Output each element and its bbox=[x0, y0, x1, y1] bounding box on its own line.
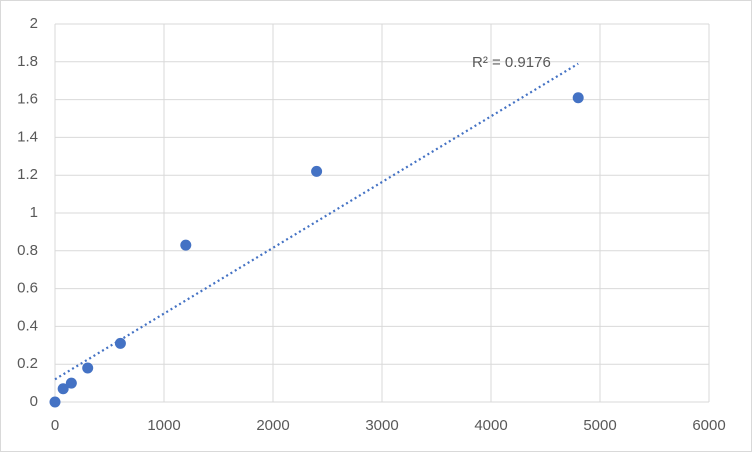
annotation: R² = 0.9176 bbox=[472, 54, 551, 71]
x-tick-label: 3000 bbox=[365, 417, 398, 434]
x-tick-label: 1000 bbox=[147, 417, 180, 434]
y-tick-label: 0 bbox=[30, 393, 38, 410]
data-point bbox=[572, 92, 584, 104]
data-point bbox=[180, 239, 192, 251]
x-tick-label: 4000 bbox=[474, 417, 507, 434]
data-point bbox=[311, 165, 323, 177]
y-tick-label: 2 bbox=[30, 15, 38, 32]
x-tick-label: 2000 bbox=[256, 417, 289, 434]
x-tick-label: 6000 bbox=[692, 417, 725, 434]
y-tick-label: 0.2 bbox=[17, 355, 38, 372]
y-tick-label: 1.2 bbox=[17, 166, 38, 183]
y-tick-label: 1.8 bbox=[17, 53, 38, 70]
data-point bbox=[82, 362, 94, 374]
data-point bbox=[114, 337, 126, 349]
trendline bbox=[54, 62, 579, 381]
x-tick-label: 0 bbox=[51, 417, 59, 434]
y-tick-label: 0.8 bbox=[17, 242, 38, 259]
x-tick-label: 5000 bbox=[583, 417, 616, 434]
y-tick-label: 1.4 bbox=[17, 128, 38, 145]
data-point bbox=[49, 396, 61, 408]
data-point bbox=[65, 377, 77, 389]
y-tick-label: 0.6 bbox=[17, 280, 38, 297]
y-tick-label: 1 bbox=[30, 204, 38, 221]
data-point bbox=[57, 383, 69, 395]
y-tick-label: 1.6 bbox=[17, 91, 38, 108]
y-tick-label: 0.4 bbox=[17, 317, 38, 334]
